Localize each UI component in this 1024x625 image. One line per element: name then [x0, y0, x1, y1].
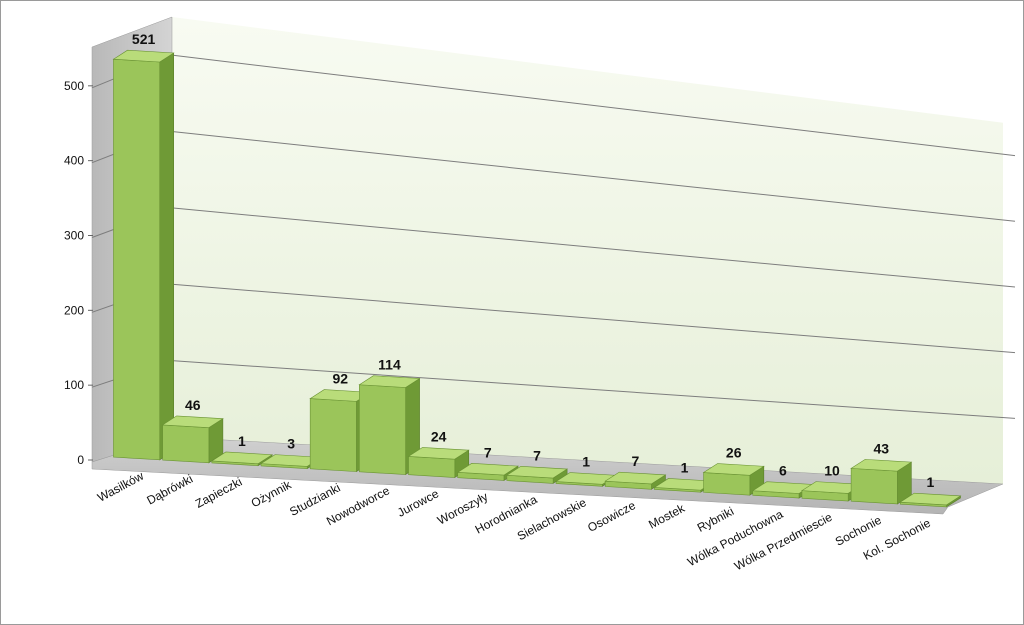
bar-top: [407, 447, 470, 460]
data-label: 521: [132, 31, 156, 47]
bar-top: [604, 471, 667, 485]
bar-side: [159, 52, 175, 461]
bar-front: [113, 58, 161, 461]
y-tick-label: 500: [64, 79, 84, 93]
y-tick-label: 200: [64, 303, 84, 317]
bar-top: [210, 451, 273, 465]
bar-top: [358, 375, 421, 388]
y-tick-label: 400: [64, 154, 84, 168]
data-label: 1: [238, 433, 246, 449]
bar-top: [505, 465, 569, 479]
data-label: 10: [824, 463, 840, 479]
bar-front: [850, 468, 898, 505]
y-tick-label: 100: [64, 378, 84, 392]
bar-top: [702, 463, 765, 476]
category-label: Wasilków: [95, 469, 146, 505]
bar-1: [112, 49, 175, 461]
data-label: 24: [431, 428, 447, 444]
data-label: 7: [484, 444, 492, 460]
bar-front: [162, 424, 210, 464]
data-label: 1: [582, 454, 590, 470]
data-label: 7: [631, 453, 639, 469]
bar-11: [604, 471, 667, 490]
data-label: 6: [779, 463, 787, 479]
gridline: [171, 207, 1016, 288]
gridline: [171, 283, 1016, 354]
data-label: 43: [873, 440, 889, 456]
category-label: Zapieczki: [193, 475, 244, 511]
bar-9: [505, 465, 569, 484]
data-label: 114: [378, 357, 401, 373]
category-label: Rybniki: [695, 504, 736, 535]
gridline: [171, 54, 1016, 157]
bar-13: [702, 463, 765, 496]
bar-6: [358, 375, 421, 476]
data-label: 1: [681, 459, 689, 475]
data-label: 92: [333, 371, 349, 387]
bar-front: [703, 472, 751, 496]
bar-17: [899, 492, 962, 508]
bar-top: [899, 492, 962, 506]
bar-3: [210, 451, 273, 467]
bar-top: [112, 49, 175, 63]
bar-front: [359, 384, 406, 475]
data-label: 3: [287, 436, 295, 452]
gridline: [171, 131, 1016, 222]
data-label: 26: [726, 445, 742, 461]
bar-top: [161, 415, 224, 428]
bar-front: [408, 456, 456, 478]
bar-16: [850, 459, 913, 505]
bar-top: [850, 459, 913, 472]
data-label: 46: [185, 397, 201, 413]
data-label: 1: [927, 474, 935, 490]
bar-front: [309, 398, 357, 472]
back-wall: [172, 17, 1003, 484]
gridline: [171, 360, 1016, 419]
category-label: Dąbrówki: [144, 472, 195, 508]
bar-2: [161, 415, 224, 464]
bar-top: [456, 463, 519, 476]
y-tick-label: 300: [64, 228, 84, 242]
y-tick-label: 0: [77, 453, 84, 467]
data-label: 7: [533, 447, 541, 463]
category-label: Mostek: [646, 501, 688, 532]
category-label: Osowicze: [585, 498, 638, 535]
